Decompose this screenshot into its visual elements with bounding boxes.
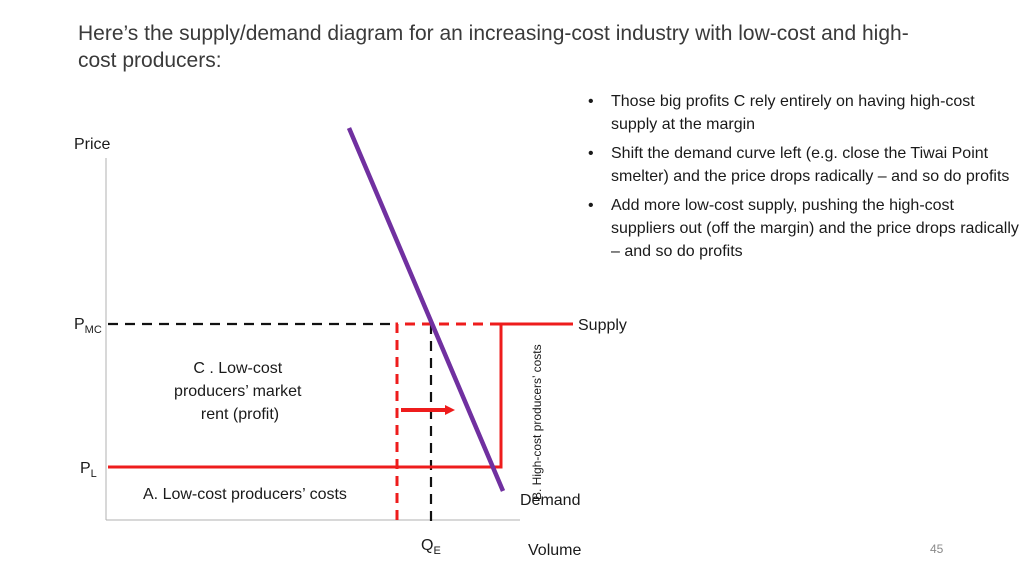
area-c-label: C . Low-cost producers’ market rent (pro… — [174, 360, 306, 423]
qe-label-main: Q — [421, 537, 433, 554]
area-b-label: B. High-cost producers’ costs — [530, 344, 544, 500]
area-c-line-1: C . Low-cost — [193, 360, 282, 377]
area-c-line-3: rent (profit) — [201, 406, 279, 423]
bullet-item: Shift the demand curve left (e.g. close … — [586, 142, 1022, 188]
demand-curve — [346, 127, 506, 492]
qe-label-sub: E — [433, 545, 440, 557]
pmc-label-sub: MC — [85, 324, 102, 336]
slide-title: Here’s the supply/demand diagram for an … — [78, 22, 909, 72]
area-c-line-2: producers’ market — [174, 383, 302, 400]
pmc-label-main: P — [74, 316, 85, 333]
pl-label-sub: L — [91, 468, 97, 480]
x-axis-label: Volume — [528, 542, 581, 559]
area-a-label: A. Low-cost producers’ costs — [143, 486, 347, 503]
supply-label: Supply — [578, 317, 627, 334]
shifted-supply-dashed-curve — [395, 322, 500, 520]
demand-label: Demand — [520, 492, 580, 509]
page-number: 45 — [930, 542, 944, 556]
bullet-item: Add more low-cost supply, pushing the hi… — [586, 194, 1022, 263]
pl-label: PL — [80, 460, 97, 480]
bullet-item: Those big profits C rely entirely on hav… — [586, 90, 1022, 136]
qe-label: QE — [421, 537, 441, 557]
pl-label-main: P — [80, 460, 91, 477]
pmc-label: PMC — [74, 316, 102, 336]
y-axis-label: Price — [74, 136, 111, 153]
bullet-list: Those big profits C rely entirely on hav… — [586, 90, 1022, 269]
supply-curve — [108, 322, 573, 469]
